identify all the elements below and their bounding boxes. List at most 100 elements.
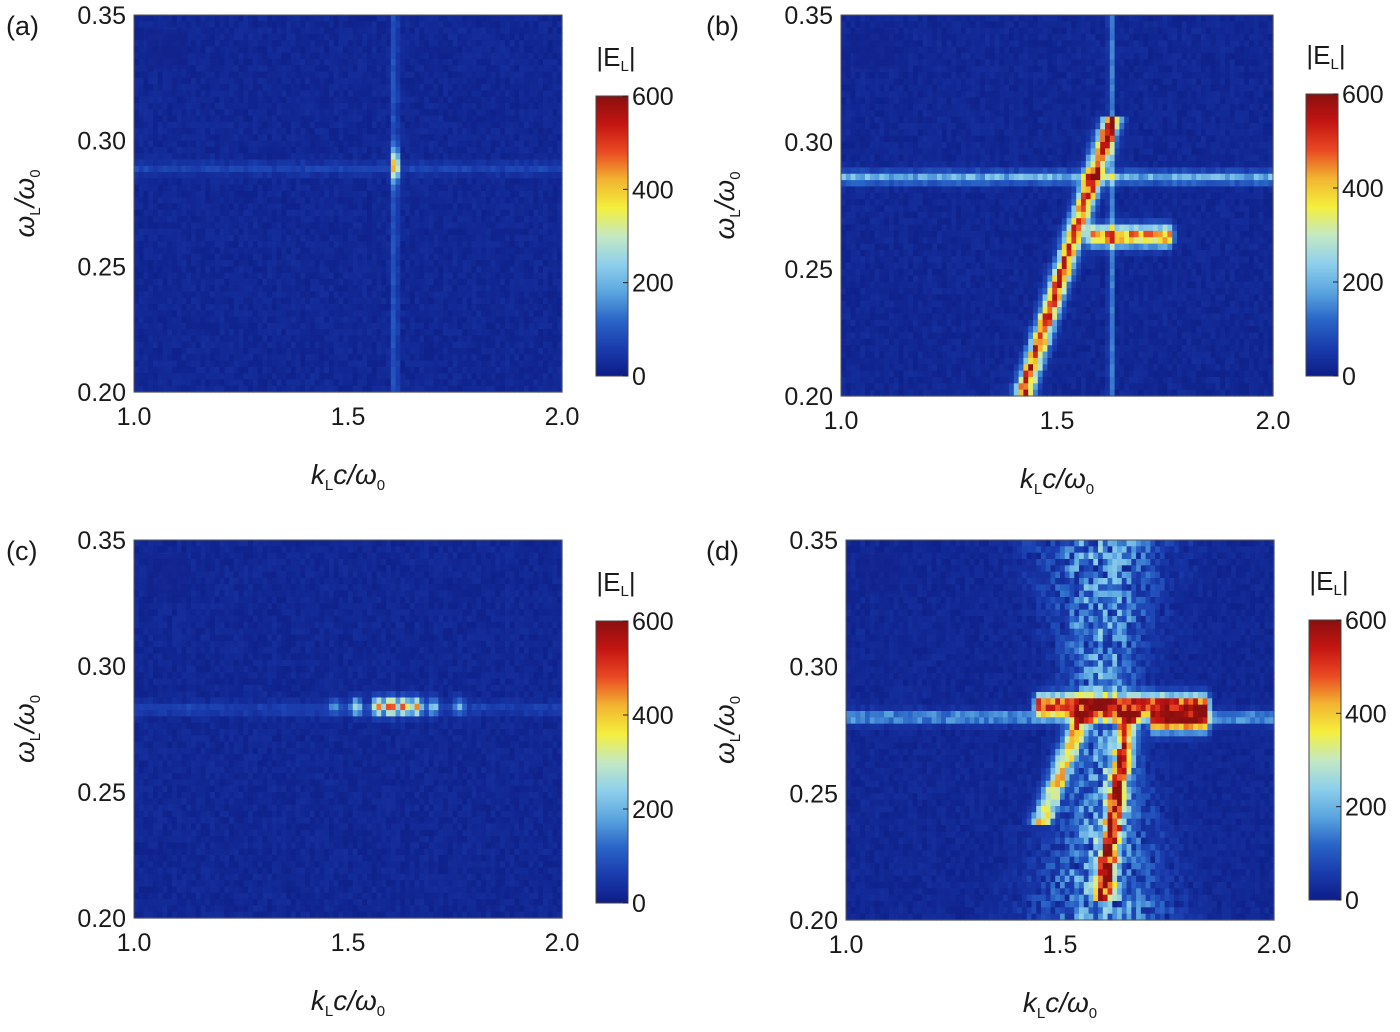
heatmap-cell [424, 52, 430, 60]
heatmap-cell [533, 159, 539, 167]
heatmap-cell [300, 234, 306, 242]
heatmap-cell [224, 216, 230, 223]
heatmap-cell [229, 222, 235, 230]
heatmap-cell [276, 203, 283, 211]
heatmap-cell [457, 58, 463, 66]
heatmap-cell [233, 102, 240, 110]
heatmap-cell [262, 253, 268, 261]
heatmap-cell [276, 77, 283, 85]
heatmap-cell [452, 285, 458, 293]
heatmap-cell [481, 102, 487, 110]
heatmap-cell [362, 71, 368, 79]
heatmap-cell [547, 46, 554, 54]
heatmap-cell [324, 291, 330, 299]
heatmap-cell [466, 278, 473, 286]
heatmap-cell [547, 341, 554, 349]
heatmap-cell [509, 310, 516, 318]
heatmap-cell [386, 178, 392, 186]
heatmap-cell [162, 21, 168, 29]
heatmap-cell [200, 335, 206, 343]
heatmap-cell [172, 184, 178, 192]
heatmap-cell [143, 128, 149, 135]
heatmap-cell [186, 316, 192, 324]
heatmap-cell [148, 329, 154, 337]
heatmap-cell [134, 40, 140, 48]
heatmap-cell [286, 153, 292, 161]
heatmap-cell [395, 297, 401, 305]
heatmap-cell [514, 190, 520, 198]
heatmap-cell [176, 71, 183, 79]
heatmap-cell [324, 128, 330, 135]
heatmap-cell [276, 115, 283, 123]
heatmap-cell [504, 33, 511, 41]
heatmap-cell [248, 121, 254, 129]
heatmap-cell [528, 190, 535, 198]
heatmap-cell [143, 297, 149, 305]
heatmap-cell [328, 190, 335, 198]
heatmap-cell [271, 121, 278, 129]
heatmap-cell [447, 109, 454, 117]
heatmap-cell [376, 203, 382, 211]
heatmap-cell [271, 341, 278, 349]
heatmap-cell [210, 278, 216, 286]
heatmap-cell [219, 58, 225, 66]
heatmap-cell [557, 310, 563, 318]
heatmap-cell [428, 329, 435, 337]
heatmap-cell [172, 96, 178, 104]
heatmap-cell [357, 172, 363, 179]
heatmap-cell [176, 297, 183, 305]
heatmap-cell [186, 21, 192, 29]
heatmap-cell [181, 329, 187, 337]
heatmap-cell [267, 65, 273, 73]
heatmap-cell [262, 354, 268, 362]
heatmap-cell [219, 109, 225, 117]
heatmap-cell [352, 21, 359, 29]
heatmap-cell [309, 272, 316, 280]
heatmap-cell [509, 216, 516, 223]
heatmap-cell [181, 341, 187, 349]
heatmap-cell [338, 266, 344, 274]
heatmap-cell [257, 165, 263, 173]
heatmap-cell [438, 234, 444, 242]
heatmap-cell [229, 234, 235, 242]
heatmap-cell [229, 140, 235, 148]
heatmap-cell [229, 285, 235, 293]
heatmap-cell [319, 27, 325, 35]
heatmap-cell [210, 316, 216, 324]
heatmap-cell [495, 40, 501, 48]
heatmap-cell [176, 209, 183, 217]
heatmap-cell [338, 304, 344, 311]
heatmap-cell [395, 348, 401, 355]
heatmap-cell [552, 291, 558, 299]
heatmap-cell [538, 278, 544, 286]
heatmap-cell [462, 285, 468, 293]
heatmap-cell [300, 329, 306, 337]
heatmap-cell [300, 278, 306, 286]
heatmap-cell [328, 159, 335, 167]
heatmap-cell [376, 197, 382, 205]
heatmap-cell [514, 65, 520, 73]
heatmap-cell [362, 209, 368, 217]
heatmap-cell [452, 159, 458, 167]
heatmap-cell [400, 71, 406, 79]
heatmap-cell [362, 310, 368, 318]
heatmap-cell [257, 90, 263, 98]
heatmap-cell [134, 153, 140, 161]
heatmap-cell [352, 159, 359, 167]
heatmap-cell [172, 266, 178, 274]
heatmap-cell [514, 348, 520, 355]
heatmap-cell [252, 109, 259, 117]
heatmap-cell [371, 253, 378, 261]
heatmap-cell [433, 266, 439, 274]
heatmap-cell [181, 172, 187, 179]
heatmap-cell [309, 329, 316, 337]
heatmap-cell [333, 209, 340, 217]
heatmap-cell [134, 272, 140, 280]
heatmap-cell [143, 234, 149, 242]
heatmap-cell [248, 84, 254, 91]
heatmap-cell [490, 184, 497, 192]
heatmap-cell [376, 291, 382, 299]
heatmap-cell [428, 134, 435, 142]
heatmap-cell [485, 297, 492, 305]
heatmap-cell [552, 348, 558, 355]
